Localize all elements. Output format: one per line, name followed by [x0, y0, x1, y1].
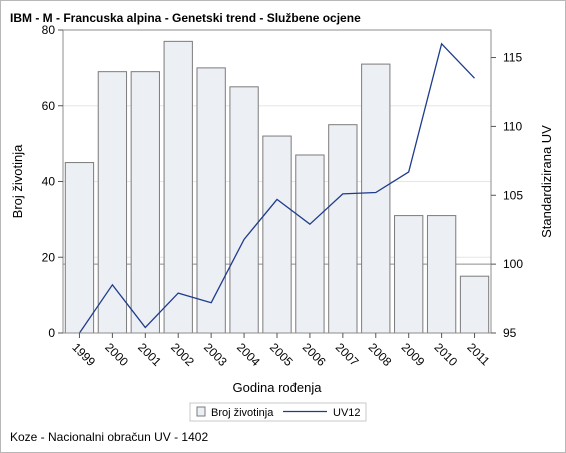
- legend-line-label: UV12: [333, 407, 361, 419]
- bar: [97, 71, 128, 334]
- y2-axis-label: Standardizirana UV: [539, 125, 554, 238]
- y2-tick-label: 100: [503, 257, 523, 271]
- y2-tick-label: 105: [503, 188, 523, 202]
- y-tick-label: 40: [42, 175, 56, 189]
- bar: [295, 154, 325, 334]
- x-tick-label: 2007: [333, 340, 362, 369]
- y2-tick-label: 115: [503, 51, 522, 65]
- y2-tick-label: 95: [503, 326, 517, 340]
- bar: [130, 71, 160, 334]
- x-tick-label: 2005: [267, 340, 296, 369]
- bar: [64, 162, 95, 334]
- x-tick-label: 2010: [431, 340, 460, 369]
- bar: [196, 67, 226, 334]
- uv12-line: [78, 42, 475, 334]
- y-tick-label: 20: [42, 250, 56, 264]
- x-axis-label: Godina rođenja: [233, 380, 323, 395]
- y2-tick-label: 110: [503, 119, 522, 133]
- bar: [459, 275, 490, 334]
- x-tick-label: 2002: [168, 340, 197, 369]
- bar: [262, 135, 292, 334]
- x-tick-label: 2000: [102, 340, 131, 369]
- x-tick-label: 2003: [201, 340, 230, 369]
- bar: [163, 40, 193, 334]
- x-tick-label: 1999: [69, 340, 98, 369]
- x-tick-label: 2001: [135, 340, 164, 369]
- x-tick-label: 2006: [300, 340, 329, 369]
- chart-title: IBM - M - Francuska alpina - Genetski tr…: [10, 11, 361, 25]
- legend-bar-swatch: [196, 406, 206, 417]
- x-tick-label: 2009: [399, 340, 428, 369]
- footnote: Koze - Nacionalni obračun UV - 1402: [10, 430, 208, 444]
- y-tick-label: 60: [42, 99, 56, 113]
- y-tick-label: 80: [42, 23, 56, 37]
- legend-box: [189, 402, 367, 422]
- x-tick-label: 2011: [464, 340, 492, 368]
- x-tick-label: 2008: [366, 340, 395, 369]
- bar: [394, 215, 424, 334]
- legend-bar-label: Broj životinja: [211, 407, 274, 419]
- y-tick-label: 0: [48, 326, 55, 340]
- bar: [328, 124, 358, 334]
- bar: [229, 86, 259, 334]
- y-axis-label: Broj životinja: [10, 144, 25, 218]
- x-tick-label: 2004: [234, 340, 263, 369]
- bar: [426, 215, 457, 334]
- bar: [361, 63, 391, 334]
